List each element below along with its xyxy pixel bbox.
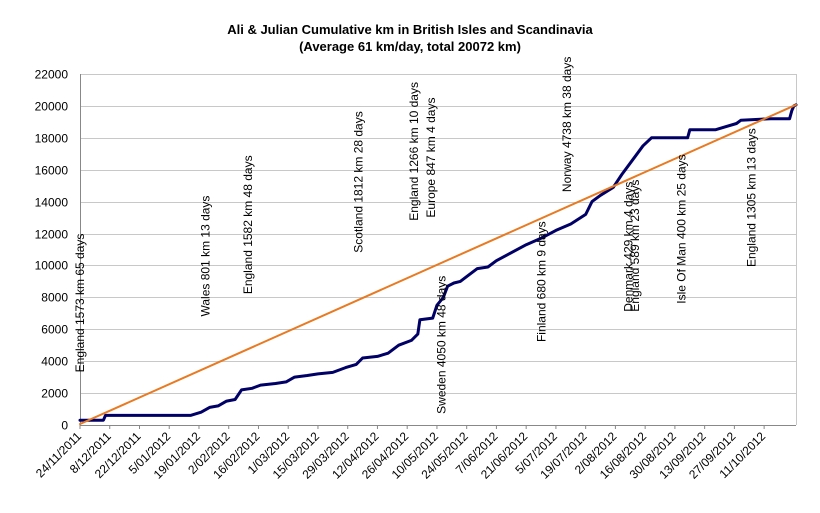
y-tick-label: 14000 <box>35 196 69 210</box>
y-tick-label: 2000 <box>41 387 68 401</box>
y-tick-label: 4000 <box>41 355 68 369</box>
annotation-label: England 1305 km 13 days <box>745 128 759 267</box>
y-tick-label: 16000 <box>35 164 69 178</box>
annotation-label: Finland 680 km 9 days <box>534 221 548 342</box>
annotation-label: Norway 4738 km 38 days <box>560 57 574 192</box>
annotation-label: Europe 847 km 4 days <box>424 98 438 218</box>
y-tick-label: 18000 <box>35 132 69 146</box>
annotation-label: Isle Of Man 400 km 25 days <box>675 154 689 303</box>
annotation-label: Denmark 429 km 4 days <box>621 182 635 312</box>
annotation-label: Sweden 4050 km 48 days <box>434 276 448 414</box>
annotation-label: England 589 km 23 days <box>628 180 642 312</box>
y-tick-label: 22000 <box>35 68 69 82</box>
y-tick-label: 20000 <box>35 100 69 114</box>
annotation-label: Wales 801 km 13 days <box>199 196 213 317</box>
chart-subtitle: (Average 61 km/day, total 20072 km) <box>299 39 521 54</box>
annotation-label: England 1582 km 48 days <box>241 155 255 294</box>
annotation-label: England 1573 km 65 days <box>73 234 87 373</box>
annotation-label: Scotland 1812 km 28 days <box>352 111 366 252</box>
y-tick-label: 12000 <box>35 228 69 242</box>
series-line <box>78 103 798 422</box>
y-tick-label: 10000 <box>35 259 69 273</box>
series-line <box>79 103 797 425</box>
chart-title: Ali & Julian Cumulative km in British Is… <box>227 22 593 37</box>
series-lines <box>78 103 798 425</box>
annotations: England 1573 km 65 days Wales 801 km 13 d… <box>73 57 758 414</box>
y-tick-label: 8000 <box>41 291 68 305</box>
y-tick-label: 6000 <box>41 323 68 337</box>
y-axis-ticks: 0 2000 4000 6000 8000 10000 12000 14000 16000 180… <box>35 68 69 433</box>
annotation-label: England 1266 km 10 days <box>407 82 421 221</box>
y-tick-label: 0 <box>61 419 68 433</box>
